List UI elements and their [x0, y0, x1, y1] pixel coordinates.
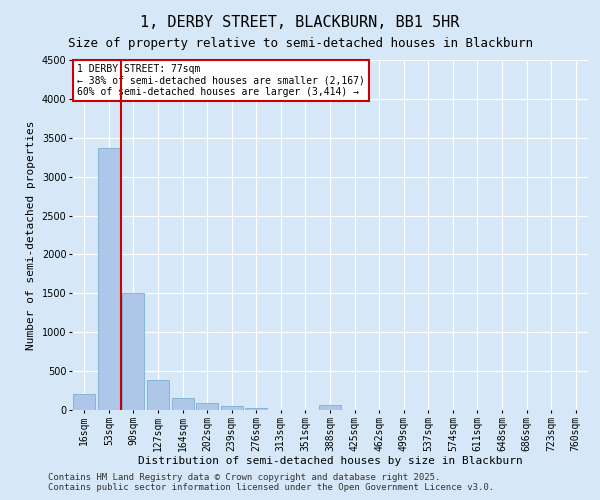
Text: 1, DERBY STREET, BLACKBURN, BB1 5HR: 1, DERBY STREET, BLACKBURN, BB1 5HR: [140, 15, 460, 30]
Bar: [221, 406, 243, 410]
Bar: [98, 148, 120, 410]
Text: Contains HM Land Registry data © Crown copyright and database right 2025.
Contai: Contains HM Land Registry data © Crown c…: [48, 473, 494, 492]
Bar: [172, 398, 194, 410]
Bar: [245, 408, 268, 410]
Bar: [122, 294, 145, 410]
Text: Size of property relative to semi-detached houses in Blackburn: Size of property relative to semi-detach…: [67, 38, 533, 51]
Y-axis label: Number of semi-detached properties: Number of semi-detached properties: [26, 120, 36, 350]
Text: 1 DERBY STREET: 77sqm
← 38% of semi-detached houses are smaller (2,167)
60% of s: 1 DERBY STREET: 77sqm ← 38% of semi-deta…: [77, 64, 365, 96]
Bar: [147, 380, 169, 410]
Bar: [319, 406, 341, 410]
Bar: [196, 403, 218, 410]
X-axis label: Distribution of semi-detached houses by size in Blackburn: Distribution of semi-detached houses by …: [137, 456, 523, 466]
Bar: [73, 394, 95, 410]
